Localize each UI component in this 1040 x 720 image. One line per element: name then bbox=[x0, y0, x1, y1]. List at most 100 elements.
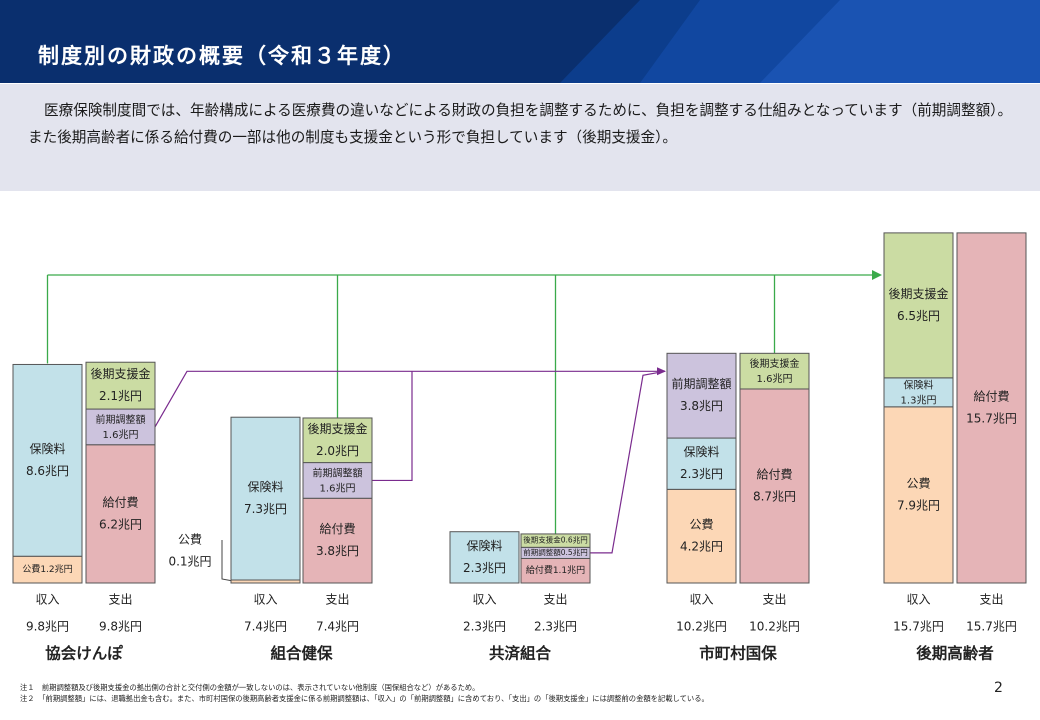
page-number: 2 bbox=[994, 680, 1003, 696]
expense-bar-adjustment bbox=[302, 462, 373, 499]
page-title: 制度別の財政の概要（令和３年度） bbox=[38, 44, 406, 68]
income-label-public_fund: 公費1.2兆円 bbox=[22, 563, 72, 575]
income-value-insurance_fee: 2.3兆円 bbox=[680, 467, 723, 481]
expense-column-label: 支出 bbox=[325, 593, 349, 607]
expense-bar-support_fund bbox=[302, 417, 373, 464]
income-column-label: 収入 bbox=[253, 593, 277, 607]
income-label-public_fund: 公費 bbox=[906, 475, 930, 490]
income-label-insurance_fee: 保険料 bbox=[29, 442, 65, 456]
income-value-adjustment: 3.8兆円 bbox=[680, 399, 723, 413]
expense-value-benefit: 6.2兆円 bbox=[99, 517, 142, 531]
expense-label-support_fund: 後期支援金 bbox=[90, 366, 150, 381]
expense-label-support_fund: 後期支援金0.6兆円 bbox=[523, 535, 587, 545]
adjustment-arrow-line bbox=[590, 370, 666, 554]
adjustment-arrow-line bbox=[154, 370, 665, 428]
expense-label-support_fund: 後期支援金 bbox=[307, 421, 367, 436]
income-value-insurance_fee: 7.3兆円 bbox=[244, 502, 287, 516]
expense-label-adjustment: 前期調整額 bbox=[313, 466, 363, 479]
expense-bar-benefit bbox=[302, 497, 373, 584]
footer-note-1: 注１ 前期調整額及び後期支援金の拠出側の合計と交付側の金額が一致しないのは、表示… bbox=[20, 683, 480, 692]
expense-column-label: 支出 bbox=[543, 593, 567, 607]
system-name: 協会けんぽ bbox=[45, 644, 123, 663]
expense-bar-adjustment bbox=[85, 408, 156, 446]
income-label-insurance_fee: 保険料 bbox=[904, 378, 934, 391]
expense-label-benefit: 給付費 bbox=[319, 521, 355, 536]
system-name: 共済組合 bbox=[489, 644, 552, 663]
income-column-label: 収入 bbox=[472, 593, 496, 607]
intro-box: 医療保険制度間では、年齢構成による医療費の違いなどによる財政の負担を調整するため… bbox=[0, 84, 1040, 191]
income-column-label: 収入 bbox=[35, 593, 59, 607]
public-callout-value: 0.1兆円 bbox=[168, 555, 211, 569]
expense-value-adjustment: 1.6兆円 bbox=[320, 482, 356, 494]
expense-total: 9.8兆円 bbox=[99, 620, 142, 634]
expense-bar-support_fund bbox=[85, 361, 156, 410]
income-label-adjustment: 前期調整額 bbox=[671, 376, 731, 391]
income-bar-insurance_fee bbox=[230, 416, 301, 581]
intro-text: 医療保険制度間では、年齢構成による医療費の違いなどによる財政の負担を調整するため… bbox=[28, 102, 1013, 146]
expense-bar-benefit bbox=[85, 444, 156, 584]
expense-total: 15.7兆円 bbox=[966, 620, 1017, 634]
expense-value-support_fund: 1.6兆円 bbox=[757, 373, 793, 385]
expense-label-adjustment: 前期調整額 bbox=[96, 413, 146, 426]
expense-label-benefit: 給付費1.1兆円 bbox=[526, 564, 585, 576]
footer-notes: 注１ 前期調整額及び後期支援金の拠出側の合計と交付側の金額が一致しないのは、表示… bbox=[20, 682, 709, 704]
income-total: 15.7兆円 bbox=[893, 620, 944, 634]
expense-column-label: 支出 bbox=[108, 593, 132, 607]
income-label-insurance_fee: 保険料 bbox=[247, 480, 283, 494]
income-bar-insurance_fee bbox=[666, 437, 737, 490]
expense-bar-benefit bbox=[739, 388, 810, 584]
expense-label-support_fund: 後期支援金 bbox=[750, 357, 800, 370]
income-value-public_fund: 4.2兆円 bbox=[680, 540, 723, 554]
income-label-public_fund: 公費 bbox=[689, 517, 713, 532]
expense-total: 7.4兆円 bbox=[316, 620, 359, 634]
expense-bar-support_fund bbox=[739, 352, 810, 390]
income-value-insurance_fee: 2.3兆円 bbox=[463, 561, 506, 575]
income-label-insurance_fee: 保険料 bbox=[466, 539, 502, 553]
system-name: 組合健保 bbox=[270, 644, 333, 663]
income-bar-public_fund bbox=[883, 406, 954, 584]
expense-value-support_fund: 2.0兆円 bbox=[316, 444, 359, 458]
income-bar-insurance_fee bbox=[449, 531, 520, 584]
income-value-public_fund: 7.9兆円 bbox=[897, 498, 940, 512]
income-bar-adjustment bbox=[666, 352, 737, 439]
footer-note-2: 注２ 「前期調整額」には、退職拠出金も含む。また、市町村国保の後期高齢者支援金に… bbox=[20, 694, 709, 703]
income-bar-insurance_fee bbox=[883, 377, 954, 408]
income-bar-public_fund bbox=[666, 488, 737, 584]
income-label-insurance_fee: 保険料 bbox=[683, 445, 719, 459]
income-bar-insurance_fee bbox=[12, 363, 83, 557]
expense-value-support_fund: 2.1兆円 bbox=[99, 389, 142, 403]
income-column-label: 収入 bbox=[906, 593, 930, 607]
income-label-support_fund: 後期支援金 bbox=[888, 286, 948, 301]
expense-total: 10.2兆円 bbox=[749, 620, 800, 634]
income-total: 10.2兆円 bbox=[676, 620, 727, 634]
expense-bar-benefit bbox=[956, 232, 1027, 584]
income-total: 7.4兆円 bbox=[244, 620, 287, 634]
finance-chart: 公費1.2兆円保険料8.6兆円給付費6.2兆円前期調整額1.6兆円後期支援金2.… bbox=[12, 232, 1027, 663]
income-value-insurance_fee: 1.3兆円 bbox=[901, 394, 937, 406]
adjustment-arrow-line bbox=[372, 371, 413, 482]
expense-column-label: 支出 bbox=[979, 593, 1003, 607]
expense-label-adjustment: 前期調整額0.5兆円 bbox=[523, 547, 587, 557]
expense-bar-benefit bbox=[520, 557, 591, 584]
income-column-label: 収入 bbox=[689, 593, 713, 607]
expense-column-label: 支出 bbox=[762, 593, 786, 607]
income-bar-support_fund bbox=[883, 232, 954, 379]
income-bar-public_fund bbox=[12, 555, 83, 584]
expense-label-benefit: 給付費 bbox=[102, 494, 138, 509]
income-value-insurance_fee: 8.6兆円 bbox=[26, 464, 69, 478]
expense-value-benefit: 8.7兆円 bbox=[753, 489, 796, 503]
header-decoration bbox=[560, 0, 1040, 83]
income-total: 9.8兆円 bbox=[26, 620, 69, 634]
support-connector-arrowhead bbox=[872, 270, 882, 280]
expense-value-benefit: 3.8兆円 bbox=[316, 544, 359, 558]
system-name: 市町村国保 bbox=[699, 644, 777, 663]
income-total: 2.3兆円 bbox=[463, 620, 506, 634]
expense-value-benefit: 15.7兆円 bbox=[966, 411, 1017, 425]
expense-value-adjustment: 1.6兆円 bbox=[103, 429, 139, 441]
public-callout-label: 公費 bbox=[178, 532, 202, 547]
public-callout-line bbox=[221, 540, 234, 582]
income-value-support_fund: 6.5兆円 bbox=[897, 309, 940, 323]
expense-label-benefit: 給付費 bbox=[973, 388, 1009, 403]
header-banner: 制度別の財政の概要（令和３年度） bbox=[0, 0, 1040, 83]
connector-lines bbox=[46, 270, 882, 582]
